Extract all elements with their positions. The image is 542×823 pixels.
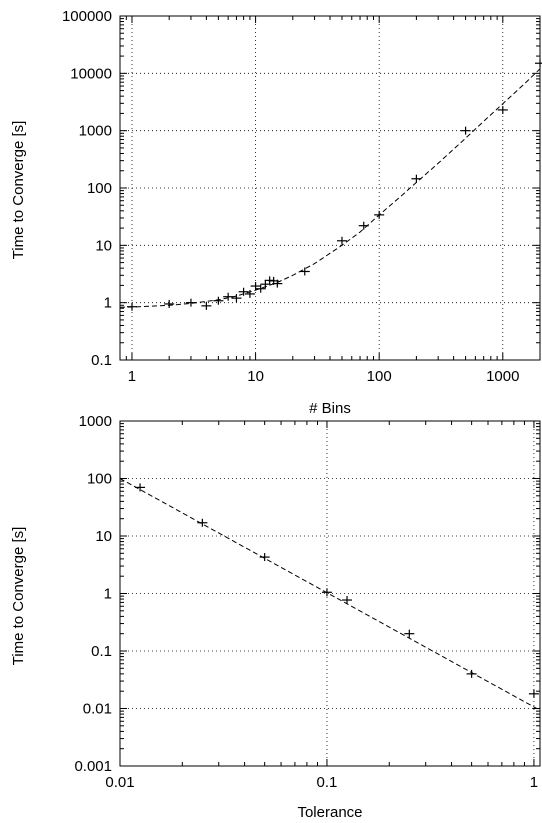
tolerance-data-point xyxy=(342,596,353,605)
bins-data-point xyxy=(238,287,249,296)
bins-x-tick-label: 100 xyxy=(367,368,392,385)
bins-data-point xyxy=(164,299,175,308)
tolerance-data-point xyxy=(259,553,270,562)
tolerance-data-point xyxy=(197,518,208,527)
bins-data-point xyxy=(336,236,347,245)
tolerance-x-axis-label: Tolerance xyxy=(297,804,362,821)
bins-grid xyxy=(120,15,540,361)
tolerance-data-point xyxy=(321,588,332,597)
tolerance-y-tick-label: 0.001 xyxy=(74,758,112,775)
tolerance-y-tick-label: 0.1 xyxy=(91,643,112,660)
bins-data-point xyxy=(358,221,369,230)
bins-data-point xyxy=(497,105,508,114)
bins-fit-line xyxy=(119,68,541,308)
bins-y-tick-label: 10 xyxy=(95,237,112,254)
bins-ticks xyxy=(120,15,540,361)
bins-x-tick-label: 1000 xyxy=(486,368,519,385)
bins-y-tick-label: 10000 xyxy=(70,65,112,82)
bins-data-point xyxy=(250,282,261,291)
tolerance-ticks xyxy=(119,420,540,767)
bins-data-point xyxy=(223,292,234,301)
bins-data-point xyxy=(185,298,196,307)
tolerance-data-point xyxy=(135,483,146,492)
bins-x-axis-label: # Bins xyxy=(309,400,351,417)
bins-x-tick-label: 1 xyxy=(128,368,136,385)
bins-y-tick-label: 100 xyxy=(87,180,112,197)
bins-data-point xyxy=(411,174,422,183)
bins-data-point xyxy=(255,284,266,293)
tolerance-x-tick-label: 0.01 xyxy=(105,774,134,791)
bins-data-point xyxy=(213,296,224,305)
bins-plot: 1 10 100 1000 0.1 1 10 100 1000 10000 100000 # Bin… xyxy=(10,8,542,417)
tolerance-y-tick-label: 0.01 xyxy=(83,701,112,718)
bins-data-point xyxy=(260,280,271,289)
bins-y-tick-label: 0.1 xyxy=(91,352,112,369)
tolerance-y-tick-label: 1 xyxy=(104,586,112,603)
tolerance-data-point xyxy=(404,629,415,638)
bins-data-point xyxy=(374,210,385,219)
bins-y-tick-label: 1000 xyxy=(79,123,112,140)
bins-y-tick-label: 1 xyxy=(104,295,112,312)
bins-points xyxy=(126,59,542,311)
tolerance-x-tick-label: 1 xyxy=(530,774,538,791)
bins-y-tick-label: 100000 xyxy=(62,8,112,25)
bins-data-point xyxy=(272,279,283,288)
tolerance-y-axis-label: Time to Converge [s] xyxy=(10,527,27,666)
tolerance-points xyxy=(135,483,539,698)
bins-tick-labels: 1 10 100 1000 0.1 1 10 100 1000 10000 100000 xyxy=(62,8,520,385)
tolerance-y-tick-label: 10 xyxy=(95,528,112,545)
bins-data-point xyxy=(460,126,471,135)
bins-x-tick-label: 10 xyxy=(247,368,264,385)
tolerance-y-tick-label: 100 xyxy=(87,471,112,488)
bins-data-point xyxy=(535,59,542,68)
bins-y-axis-label: Time to Converge [s] xyxy=(10,121,27,260)
bins-data-point xyxy=(126,302,137,311)
tolerance-data-point xyxy=(466,669,477,678)
bins-data-point xyxy=(244,289,255,298)
bins-data-point xyxy=(299,267,310,276)
tolerance-grid xyxy=(119,420,540,767)
bins-data-point xyxy=(231,294,242,303)
tolerance-x-tick-label: 0.1 xyxy=(317,774,338,791)
tolerance-fit-line xyxy=(119,478,541,711)
tolerance-data-point xyxy=(528,689,539,698)
bins-data-point xyxy=(201,301,212,310)
tolerance-y-tick-label: 1000 xyxy=(79,413,112,430)
